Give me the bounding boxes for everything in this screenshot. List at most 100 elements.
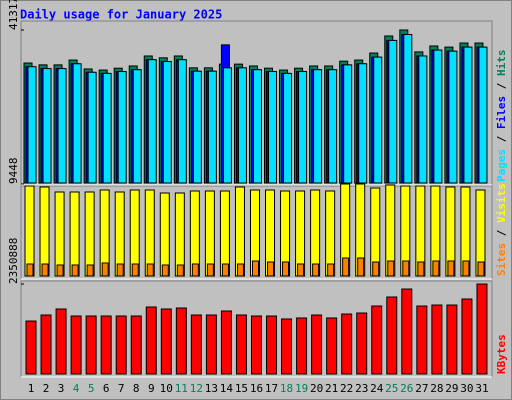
bar [401, 288, 413, 375]
x-tick-label: 25 [385, 382, 398, 395]
bar [357, 257, 365, 277]
legend-entry: Files [495, 96, 508, 129]
x-tick-label: 20 [310, 382, 323, 395]
bar [71, 264, 79, 277]
legend: Pages / Files / Hits [495, 50, 508, 183]
bar [190, 314, 202, 375]
x-tick-label: 24 [370, 382, 384, 395]
bar [116, 263, 124, 277]
bar [40, 314, 52, 375]
bar [129, 189, 140, 277]
bar [371, 305, 383, 375]
bar [174, 192, 185, 277]
bar [448, 50, 458, 184]
bar [177, 59, 187, 184]
bar [461, 298, 473, 375]
bar [310, 189, 321, 277]
bar [236, 263, 244, 277]
bar [432, 260, 440, 277]
bar [57, 68, 67, 184]
bar [175, 307, 187, 375]
bar [221, 263, 229, 277]
bar [356, 312, 368, 375]
bar [86, 264, 94, 277]
bar [252, 69, 262, 184]
bar [39, 186, 50, 277]
bar [463, 46, 473, 184]
x-tick-label: 26 [400, 382, 413, 395]
bar [55, 308, 67, 375]
bar [117, 71, 127, 184]
bar [54, 191, 65, 277]
y-tick-label: 2350888 [7, 238, 20, 284]
bar [207, 70, 217, 184]
bar [114, 191, 125, 277]
bar [447, 260, 455, 277]
x-tick-label: 4 [73, 382, 80, 395]
bar [325, 190, 336, 277]
legend-entry: Visits [495, 183, 508, 223]
bar [191, 263, 199, 277]
x-tick-label: 29 [445, 382, 458, 395]
y-tick-label: 41317 [7, 0, 20, 30]
bar [101, 262, 109, 277]
x-tick-label: 1 [28, 382, 35, 395]
bar [387, 260, 395, 277]
bar [220, 310, 232, 375]
bar [70, 315, 82, 375]
bar [42, 68, 52, 184]
bar [388, 39, 398, 184]
x-tick-label: 5 [88, 382, 95, 395]
x-tick-label: 12 [190, 382, 203, 395]
bar [267, 261, 275, 277]
bar [297, 263, 305, 277]
bar [69, 191, 80, 277]
bar [342, 257, 350, 277]
bar [477, 261, 485, 277]
bar [161, 264, 169, 277]
bar [372, 261, 380, 277]
bar [326, 317, 338, 375]
bar [25, 320, 37, 375]
x-tick-label: 16 [250, 382, 263, 395]
bar [328, 69, 338, 184]
bar [147, 59, 157, 184]
bar [403, 34, 413, 184]
bar [431, 304, 443, 375]
bar [402, 260, 410, 277]
legend-separator: / [495, 76, 508, 96]
bar [176, 264, 184, 277]
bar [144, 189, 155, 277]
x-tick-label: 10 [160, 382, 173, 395]
bar [476, 283, 488, 375]
x-tick-label: 9 [148, 382, 155, 395]
bar [446, 304, 458, 375]
bar [386, 296, 398, 375]
bar [189, 190, 200, 277]
bar [132, 69, 142, 184]
bar [283, 72, 293, 184]
x-tick-label: 3 [58, 382, 65, 395]
bar [205, 314, 217, 375]
legend: Sites / Visits [495, 183, 508, 276]
bar [266, 315, 278, 375]
legend-entry: Hits [495, 50, 508, 77]
bar [298, 71, 308, 184]
legend-entry: KBytes [495, 334, 508, 374]
bar [206, 263, 214, 277]
bar [237, 67, 247, 184]
bar [327, 263, 335, 277]
bar [204, 190, 215, 277]
x-tick-label: 19 [295, 382, 308, 395]
x-tick-label: 14 [220, 382, 234, 395]
bar [219, 190, 230, 277]
bar [130, 315, 142, 375]
x-tick-label: 21 [325, 382, 338, 395]
bar [146, 263, 154, 277]
bar [222, 67, 232, 184]
x-tick-label: 17 [265, 382, 278, 395]
x-tick-label: 23 [355, 382, 368, 395]
bar [433, 49, 443, 184]
